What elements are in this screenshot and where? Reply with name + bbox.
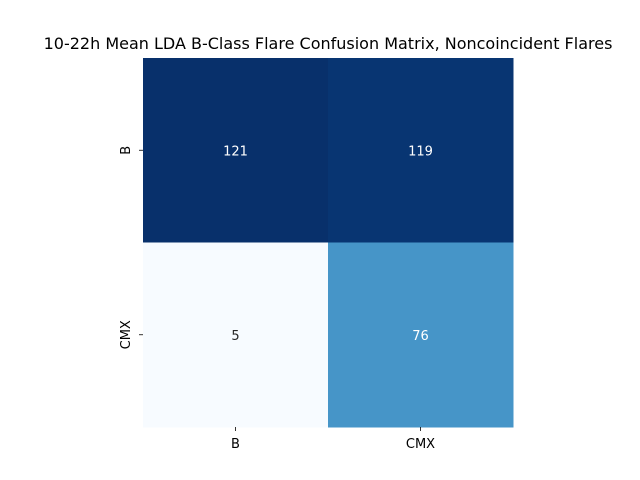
chart-title: 10-22h Mean LDA B-Class Flare Confusion … xyxy=(44,34,613,53)
x-tick-label: CMX xyxy=(406,437,435,452)
y-tick-label: CMX xyxy=(119,320,134,349)
y-tick-label: B xyxy=(119,146,134,155)
cell-value-label-cmx-b: 5 xyxy=(231,329,239,344)
cell-value-label-cmx-cmx: 76 xyxy=(412,329,429,344)
x-axis: B CMX xyxy=(231,427,435,452)
cell-value-label-b-b: 121 xyxy=(223,144,248,159)
heatmap-cell-cmx-cmx xyxy=(328,242,514,428)
y-axis: B CMX xyxy=(119,146,143,349)
x-tick-label: B xyxy=(231,437,240,452)
heatmap-cell-b-cmx xyxy=(328,58,514,243)
heatmap-cell-cmx-b xyxy=(143,242,329,428)
heatmap-cells: 121 119 5 76 xyxy=(143,58,514,428)
cell-value-label-b-cmx: 119 xyxy=(408,144,433,159)
heatmap-cell-b-b xyxy=(143,58,329,243)
